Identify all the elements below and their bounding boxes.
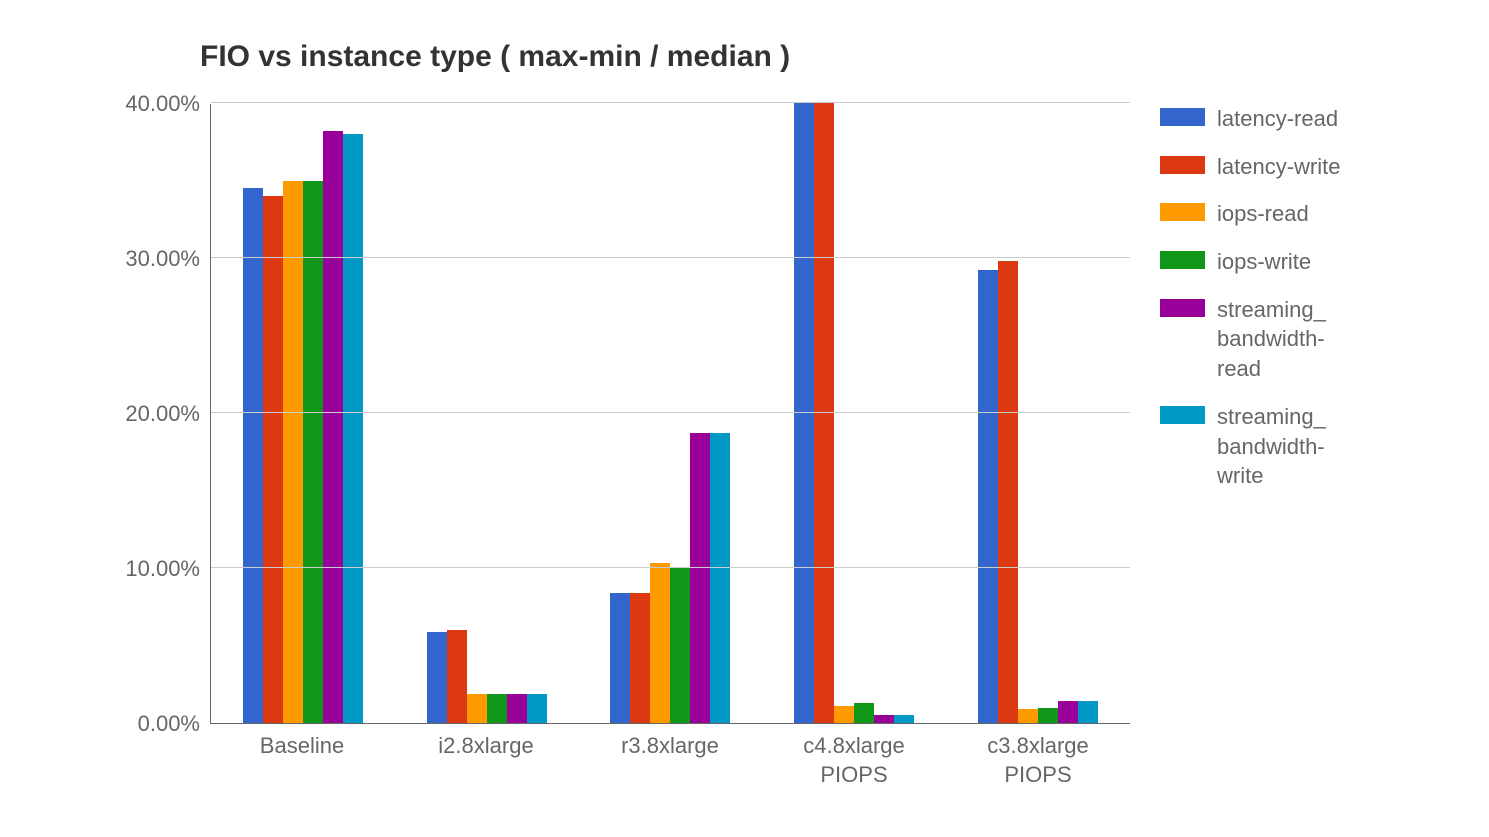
bar [670,568,690,723]
bar [507,694,527,723]
bar [1018,709,1038,723]
bar-group [579,104,763,723]
bar [1038,708,1058,724]
bar-group [946,104,1130,723]
plot-and-y-axis: 0.00%10.00%20.00%30.00%40.00% Baselinei2… [100,104,1130,789]
bar [263,196,283,723]
legend-swatch [1160,156,1205,174]
x-tick-label: c4.8xlarge PIOPS [762,732,946,789]
gridline [211,567,1130,568]
bar [834,706,854,723]
bar [794,103,814,723]
bar [323,131,343,723]
legend-swatch [1160,406,1205,424]
bar [710,433,730,723]
legend-label: latency-write [1217,152,1340,182]
y-axis: 0.00%10.00%20.00%30.00%40.00% [100,104,210,724]
x-tick-label: i2.8xlarge [394,732,578,789]
bar [487,694,507,723]
bar [978,270,998,723]
chart-body: 0.00%10.00%20.00%30.00%40.00% Baselinei2… [100,104,1449,789]
y-tick-label: 20.00% [125,401,200,427]
bar-group [395,104,579,723]
legend-item: streaming_ bandwidth- read [1160,295,1340,384]
bar [527,694,547,723]
chart-page: FIO vs instance type ( max-min / median … [0,0,1489,837]
legend-item: latency-write [1160,152,1340,182]
plot-area [210,104,1130,724]
y-tick-label: 10.00% [125,556,200,582]
gridline [211,257,1130,258]
legend: latency-read latency-write iops-read iops-w… [1160,104,1340,509]
bar-group [211,104,395,723]
legend-item: streaming_ bandwidth- write [1160,402,1340,491]
legend-swatch [1160,251,1205,269]
bar [447,630,467,723]
bar [427,632,447,723]
bar [630,593,650,723]
bar [303,181,323,724]
legend-item: iops-read [1160,199,1340,229]
x-tick-label: c3.8xlarge PIOPS [946,732,1130,789]
bar [814,103,834,723]
legend-swatch [1160,203,1205,221]
bar-group [762,104,946,723]
bar [610,593,630,723]
x-tick-label: Baseline [210,732,394,789]
bar [894,715,914,723]
bars-layer [211,104,1130,723]
bar [1078,701,1098,723]
bar [283,181,303,724]
legend-label: streaming_ bandwidth- write [1217,402,1326,491]
x-axis: Baselinei2.8xlarger3.8xlargec4.8xlarge P… [210,732,1130,789]
legend-label: latency-read [1217,104,1338,134]
bar [854,703,874,723]
y-tick-label: 0.00% [138,711,200,737]
bar [467,694,487,723]
legend-label: iops-read [1217,199,1309,229]
bar [998,261,1018,723]
legend-item: latency-read [1160,104,1340,134]
chart-title: FIO vs instance type ( max-min / median … [200,40,1449,74]
bar [243,188,263,723]
gridline [211,412,1130,413]
bar [874,715,894,723]
legend-label: streaming_ bandwidth- read [1217,295,1326,384]
bar [1058,701,1078,723]
legend-swatch [1160,299,1205,317]
legend-label: iops-write [1217,247,1311,277]
legend-swatch [1160,108,1205,126]
bar [343,134,363,723]
legend-item: iops-write [1160,247,1340,277]
bar [690,433,710,723]
y-tick-label: 30.00% [125,246,200,272]
y-tick-label: 40.00% [125,91,200,117]
gridline [211,102,1130,103]
bar [650,563,670,723]
plot-column: Baselinei2.8xlarger3.8xlargec4.8xlarge P… [210,104,1130,789]
x-tick-label: r3.8xlarge [578,732,762,789]
